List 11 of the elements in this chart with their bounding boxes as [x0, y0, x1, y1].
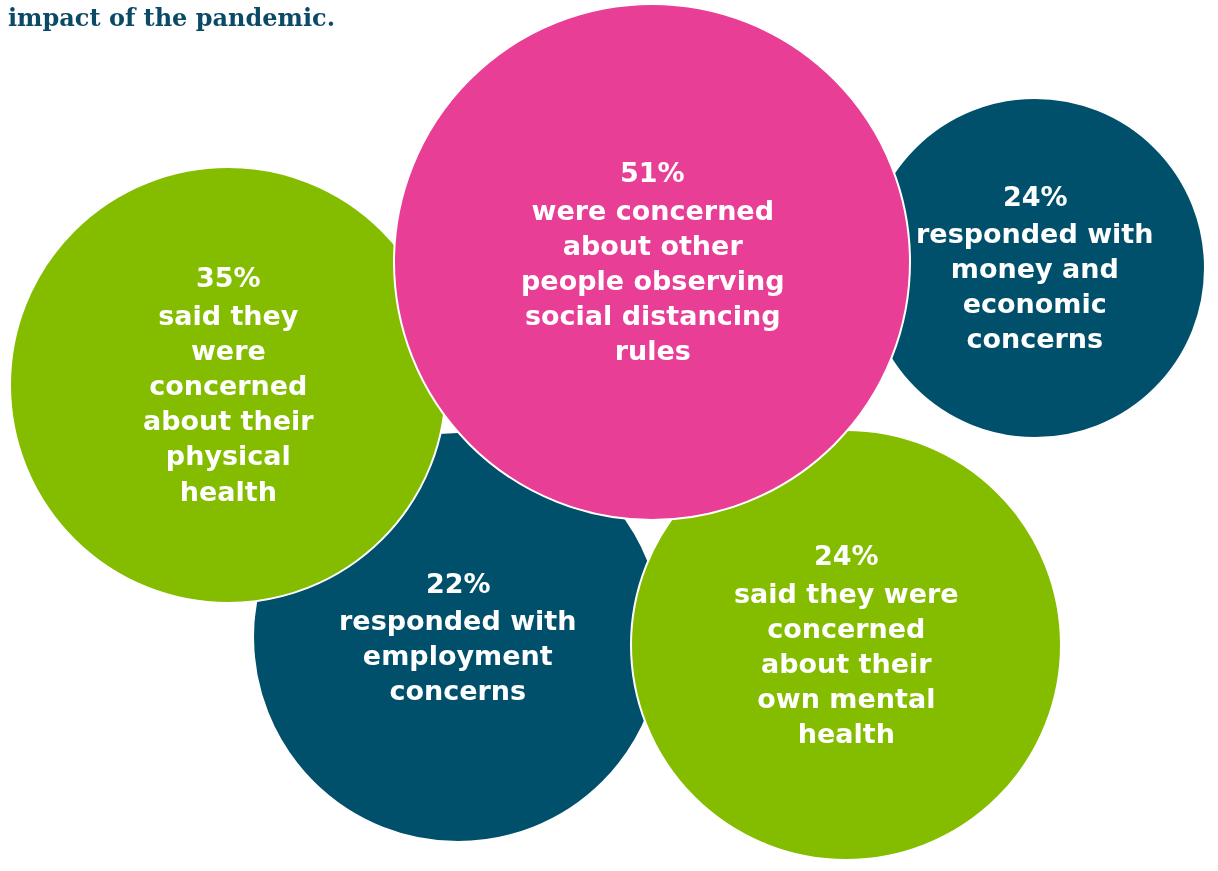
data-label: 24%: [1003, 181, 1068, 212]
text: impact of the pandemic.: [8, 3, 336, 32]
category-label: were concerned about other people observing social distancing rules: [521, 195, 785, 367]
data-label: 35%: [196, 262, 261, 293]
category-label: responded with employment concerns: [339, 605, 577, 707]
data-label: 51%: [620, 157, 685, 188]
category-label: responded with money and economic concerns: [916, 218, 1154, 355]
category-label: said they were concerned about their own mental health: [734, 578, 959, 750]
data-label: 24%: [814, 540, 879, 571]
data-label: 22%: [426, 568, 491, 599]
category-label: said they were concerned about their physical health: [143, 300, 315, 507]
